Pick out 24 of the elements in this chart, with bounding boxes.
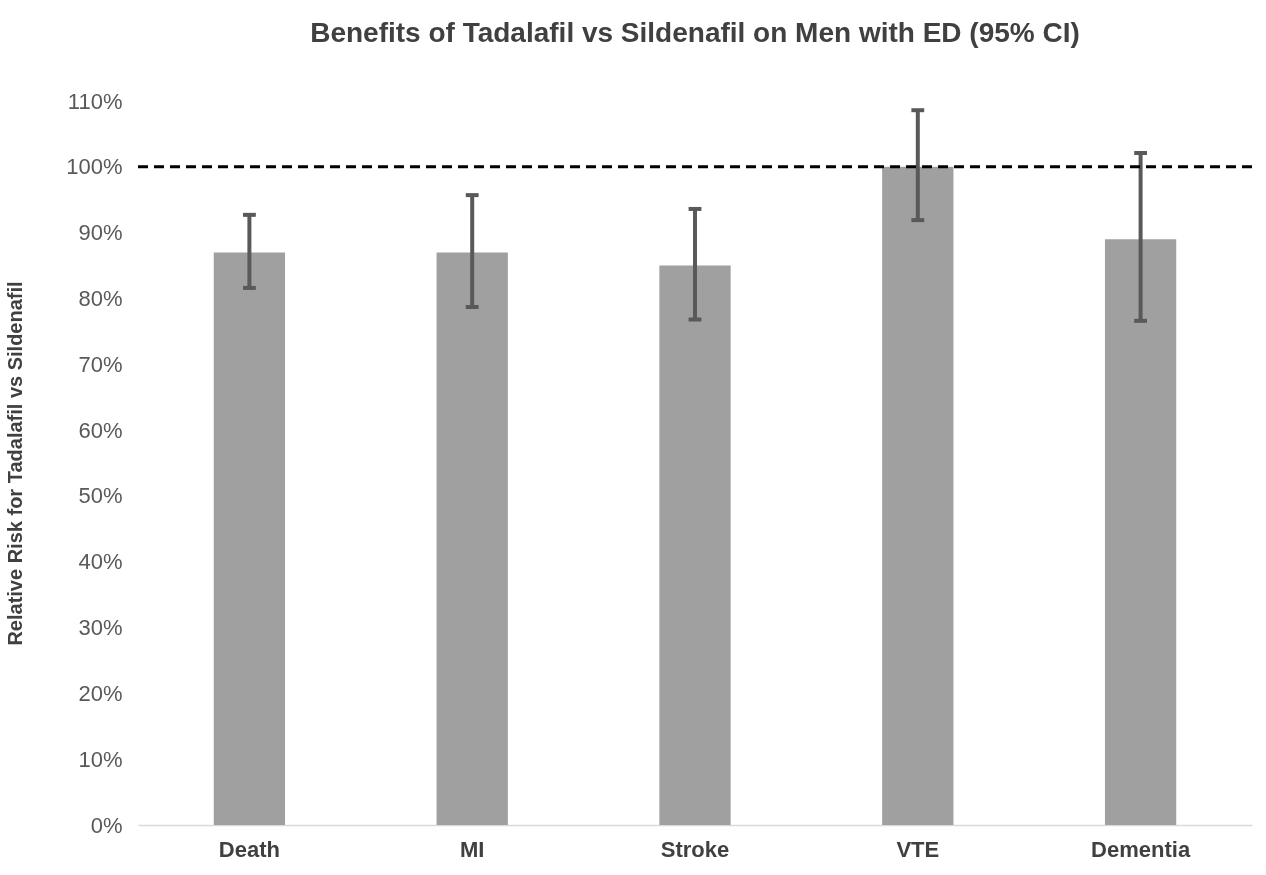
bar xyxy=(436,252,508,825)
y-tick-label: 50% xyxy=(78,483,123,509)
x-tick-label: MI xyxy=(459,836,485,862)
x-tick-label: Stroke xyxy=(660,836,730,862)
y-tick-label: 10% xyxy=(78,746,123,772)
y-tick-label: 80% xyxy=(78,285,123,311)
y-tick-label: 0% xyxy=(90,812,123,838)
bar xyxy=(1104,239,1177,825)
bar xyxy=(659,265,731,825)
y-tick-label: 40% xyxy=(78,549,123,575)
y-tick-label: 70% xyxy=(78,351,123,377)
bar xyxy=(882,166,954,825)
chart-title: Benefits of Tadalafil vs Sildenafil on Men with ED (95% CI) xyxy=(310,17,1080,48)
y-tick-label: 60% xyxy=(78,417,123,443)
bar xyxy=(213,252,286,825)
y-tick-label: 20% xyxy=(78,680,123,706)
x-tick-label: VTE xyxy=(896,836,940,862)
y-axis-title: Relative Risk for Tadalafil vs Sildenafil xyxy=(4,281,27,646)
y-tick-label: 100% xyxy=(66,154,123,180)
y-tick-label: 110% xyxy=(67,88,123,114)
x-tick-label: Death xyxy=(218,836,280,862)
y-tick-label: 30% xyxy=(78,615,123,641)
x-tick-label: Dementia xyxy=(1091,836,1191,862)
y-tick-label: 90% xyxy=(78,220,123,246)
